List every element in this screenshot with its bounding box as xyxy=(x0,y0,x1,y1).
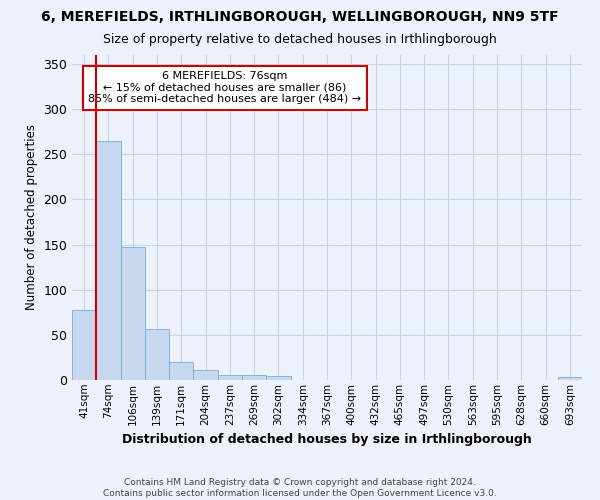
Bar xyxy=(169,362,193,380)
Bar xyxy=(558,378,582,380)
Bar xyxy=(96,141,121,380)
X-axis label: Distribution of detached houses by size in Irthlingborough: Distribution of detached houses by size … xyxy=(122,433,532,446)
Bar xyxy=(121,248,145,380)
Bar xyxy=(242,376,266,380)
Y-axis label: Number of detached properties: Number of detached properties xyxy=(25,124,38,310)
Bar xyxy=(266,376,290,380)
Bar xyxy=(72,310,96,380)
Bar xyxy=(218,376,242,380)
Text: Contains HM Land Registry data © Crown copyright and database right 2024.
Contai: Contains HM Land Registry data © Crown c… xyxy=(103,478,497,498)
Text: Size of property relative to detached houses in Irthlingborough: Size of property relative to detached ho… xyxy=(103,32,497,46)
Bar xyxy=(193,370,218,380)
Text: 6, MEREFIELDS, IRTHLINGBOROUGH, WELLINGBOROUGH, NN9 5TF: 6, MEREFIELDS, IRTHLINGBOROUGH, WELLINGB… xyxy=(41,10,559,24)
Text: 6 MEREFIELDS: 76sqm
← 15% of detached houses are smaller (86)
85% of semi-detach: 6 MEREFIELDS: 76sqm ← 15% of detached ho… xyxy=(88,71,362,104)
Bar xyxy=(145,328,169,380)
